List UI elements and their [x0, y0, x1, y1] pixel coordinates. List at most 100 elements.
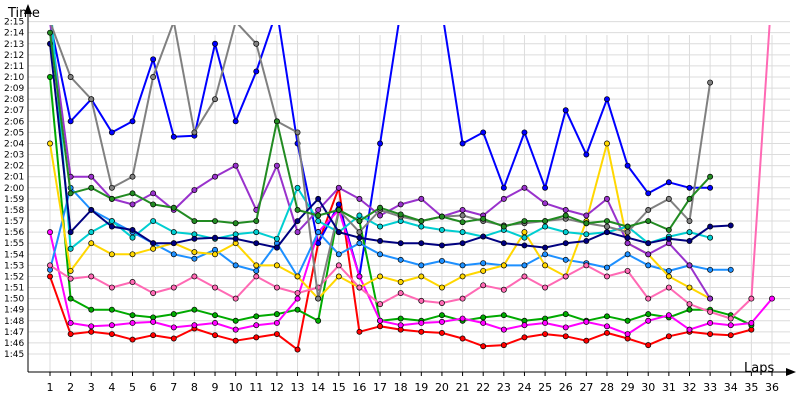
data-point	[377, 317, 384, 324]
data-point	[562, 107, 569, 114]
data-point	[170, 229, 177, 236]
data-point	[88, 328, 95, 335]
x-tick-label: 16	[352, 381, 366, 394]
data-point	[212, 320, 218, 326]
data-point	[335, 229, 342, 236]
data-point	[377, 223, 384, 230]
y-tick-label: 2:02	[4, 162, 24, 172]
data-point	[191, 255, 198, 262]
data-point	[542, 284, 549, 291]
data-point	[727, 332, 734, 339]
data-point	[129, 201, 136, 208]
data-point	[707, 79, 714, 86]
data-point	[108, 223, 115, 230]
series-11	[47, 40, 734, 251]
data-point	[727, 315, 734, 322]
data-point	[480, 233, 487, 240]
data-point	[212, 312, 218, 319]
data-point	[356, 195, 363, 202]
data-point	[480, 343, 487, 350]
data-point	[645, 295, 652, 302]
data-point	[377, 251, 384, 258]
data-point	[459, 207, 466, 213]
data-point	[665, 312, 672, 319]
data-point	[665, 226, 672, 233]
data-point	[665, 179, 672, 186]
data-point	[748, 295, 755, 302]
data-point	[665, 195, 672, 202]
data-point	[542, 251, 549, 258]
data-point	[356, 284, 363, 291]
data-point	[583, 337, 590, 344]
x-tick-label: 19	[414, 381, 428, 394]
data-point	[542, 184, 549, 191]
x-tick-label: 29	[621, 381, 635, 394]
data-point	[191, 249, 198, 256]
data-point	[212, 218, 218, 224]
data-point	[294, 207, 301, 213]
data-point	[253, 334, 260, 341]
data-point	[377, 301, 384, 308]
data-point	[67, 331, 74, 338]
data-point	[665, 284, 672, 291]
data-point	[212, 251, 218, 258]
data-point	[583, 231, 590, 238]
y-tick-label: 1:59	[4, 195, 24, 205]
data-point	[47, 273, 53, 280]
data-point	[150, 332, 157, 339]
y-tick-label: 2:03	[4, 151, 24, 161]
data-point	[418, 223, 425, 230]
data-point	[253, 322, 260, 329]
data-point	[88, 207, 95, 213]
data-point	[645, 207, 652, 213]
data-point	[645, 240, 652, 247]
data-point	[459, 273, 466, 280]
data-point	[686, 218, 693, 224]
data-point	[191, 218, 198, 224]
data-point	[583, 238, 590, 244]
y-tick-label: 1:46	[4, 339, 24, 349]
data-point	[377, 140, 384, 147]
data-point	[129, 173, 136, 180]
data-point	[707, 320, 714, 326]
data-point	[604, 223, 610, 230]
data-point	[150, 190, 157, 197]
data-point	[686, 262, 693, 269]
data-point	[438, 318, 445, 325]
data-point	[727, 266, 734, 273]
x-tick-label: 20	[435, 381, 449, 394]
data-point	[253, 267, 260, 274]
x-tick-label: 12	[270, 381, 284, 394]
data-point	[583, 262, 590, 269]
data-point	[686, 284, 693, 291]
data-point	[707, 331, 714, 338]
data-point	[294, 218, 301, 224]
data-point	[480, 267, 487, 274]
data-point	[500, 286, 507, 293]
data-point	[604, 329, 610, 336]
data-point	[212, 234, 218, 241]
data-point	[748, 320, 755, 326]
x-tick-label: 30	[641, 381, 655, 394]
data-point	[47, 229, 53, 236]
x-tick-labels: 1 2 3 4 5 6 7 8 9 10 11 12 13 14 15 16 17 18 19 20 21 22 23 24 2…	[47, 381, 780, 394]
data-point	[480, 215, 487, 222]
data-point	[170, 204, 177, 211]
data-point	[500, 184, 507, 191]
y-tick-label: 2:07	[4, 106, 24, 116]
axes	[24, 4, 796, 376]
series-10	[50, 25, 714, 302]
data-point	[170, 133, 177, 140]
data-point	[500, 312, 507, 319]
data-point	[294, 129, 301, 136]
y-tick-label: 2:08	[4, 95, 24, 105]
y-tick-label: 1:49	[4, 306, 24, 316]
data-point	[438, 329, 445, 336]
data-point	[645, 190, 652, 197]
series-line	[49, 25, 771, 320]
x-tick-label: 6	[150, 381, 157, 394]
data-point	[397, 315, 404, 322]
data-point	[604, 229, 610, 236]
x-tick-label: 26	[559, 381, 573, 394]
data-point	[542, 331, 549, 338]
